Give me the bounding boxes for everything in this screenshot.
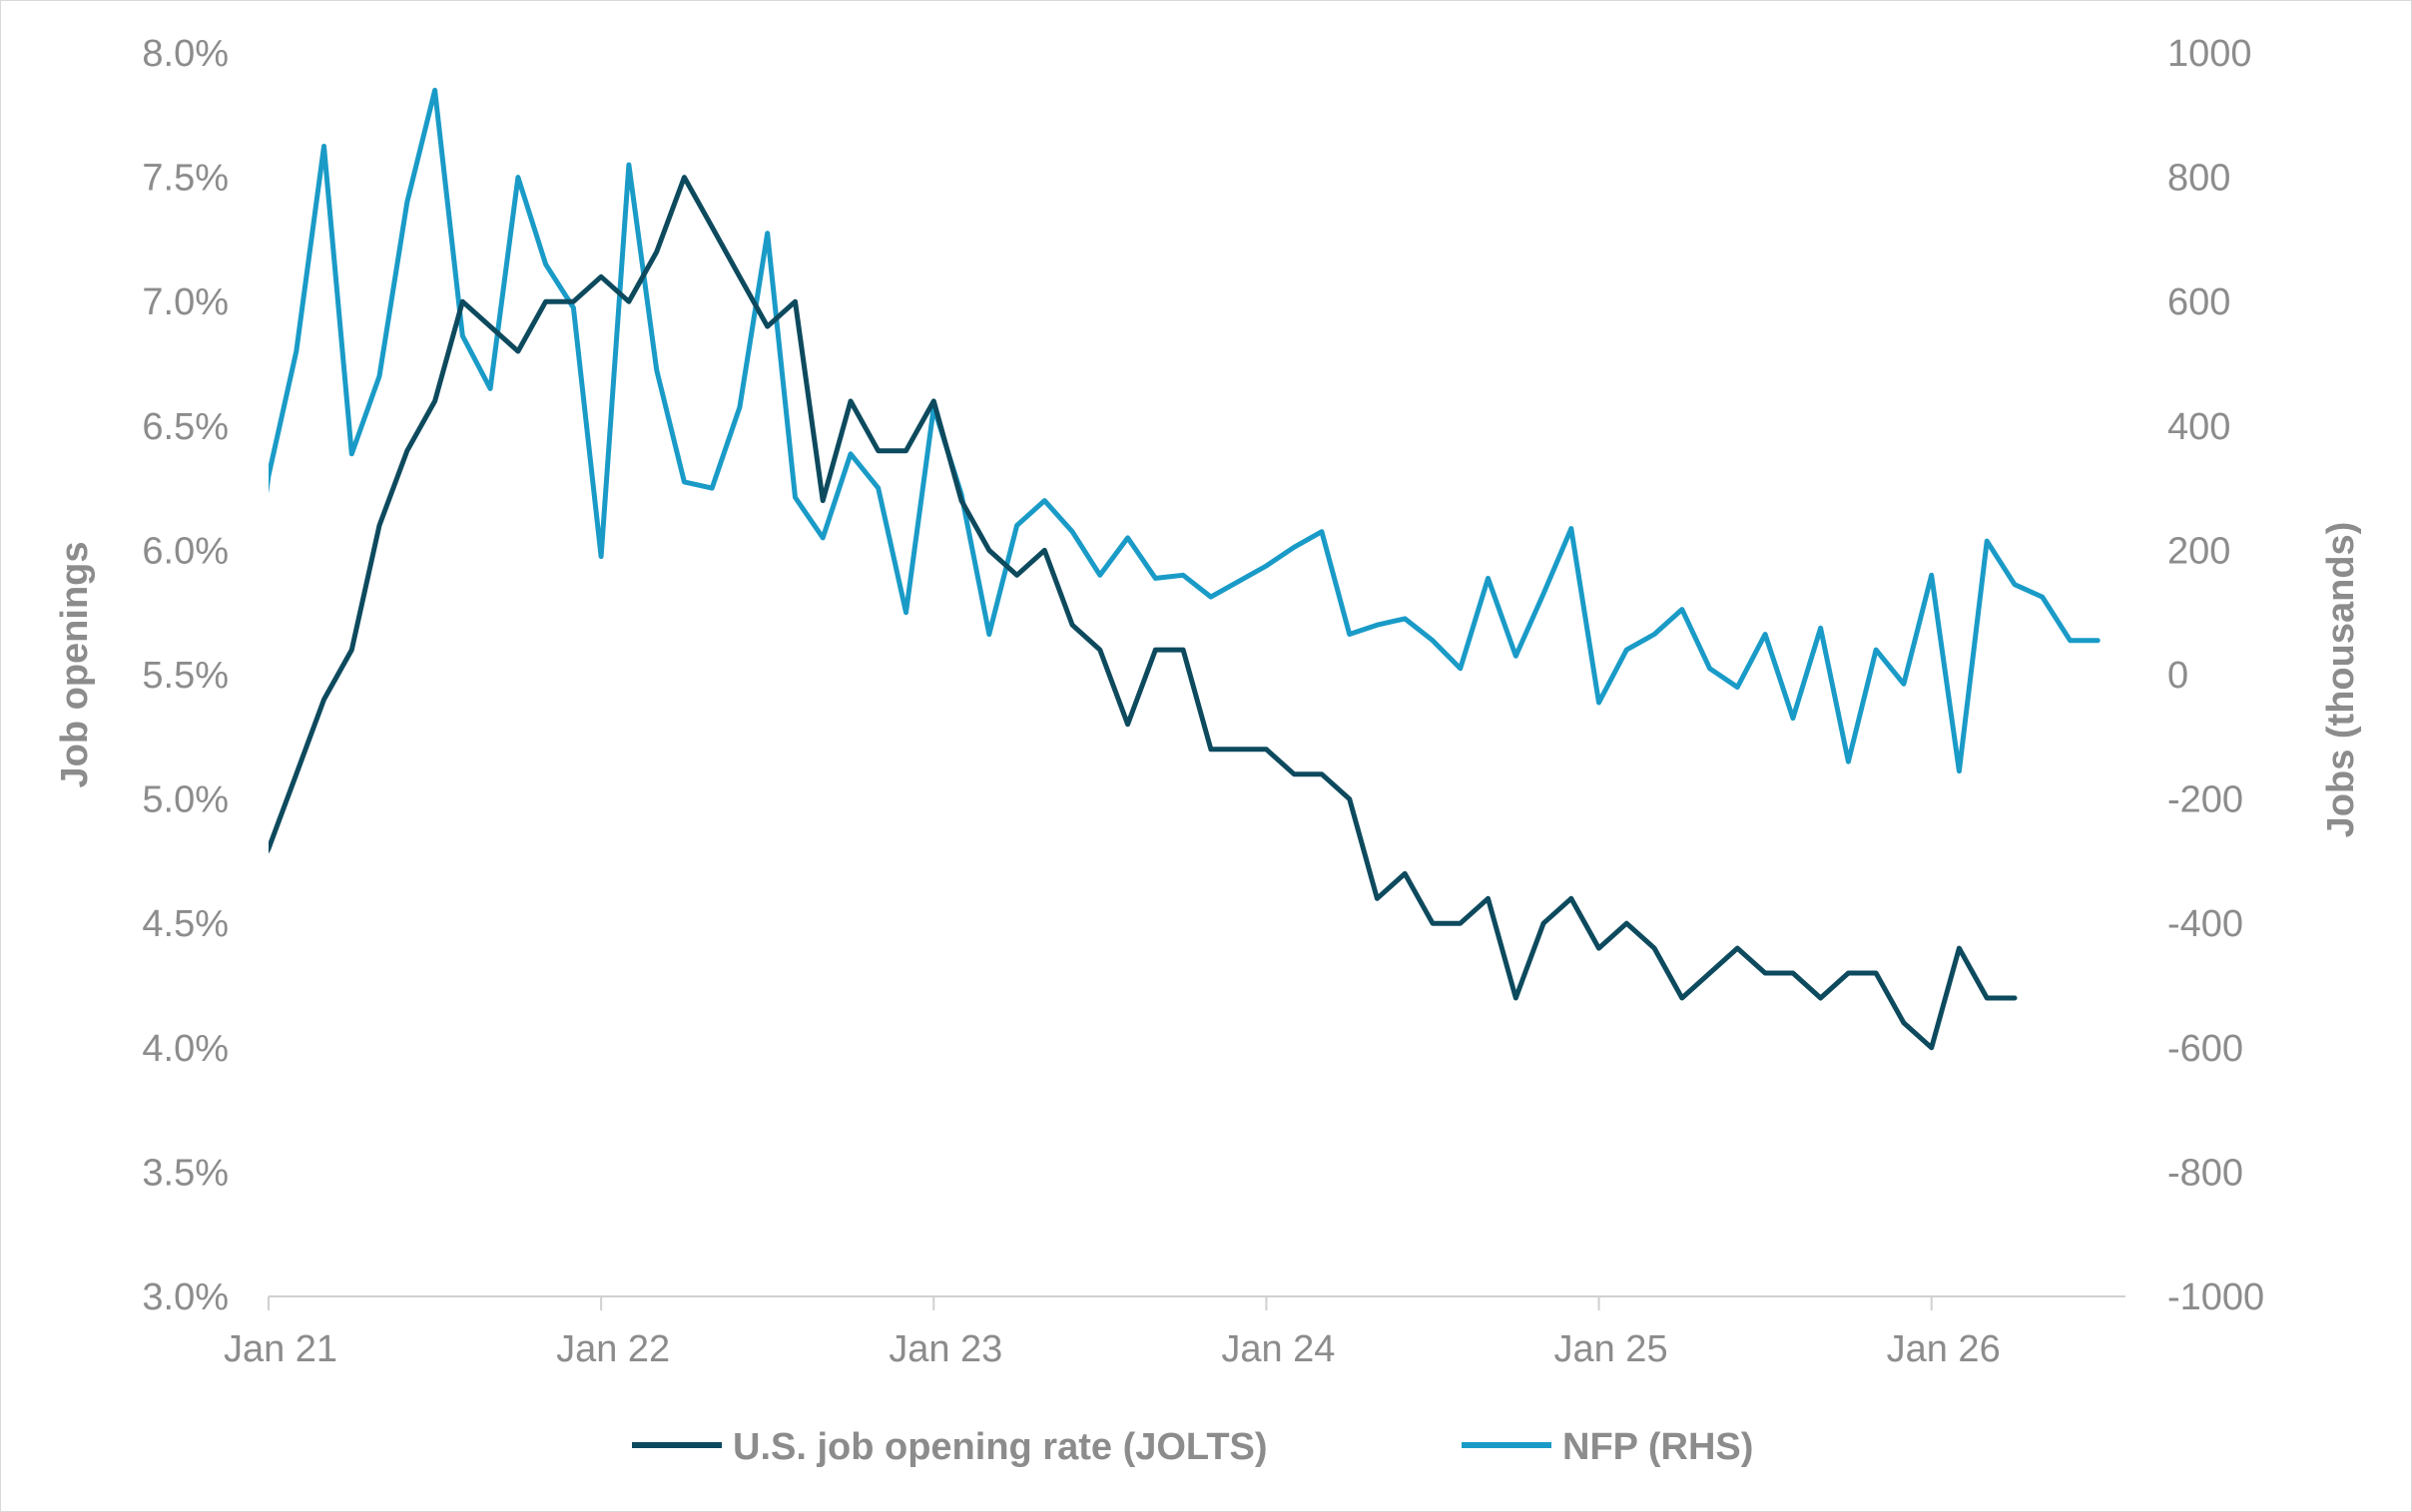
x-tick-label: Jan 26 [1887, 1328, 2001, 1370]
y-tick-label: 3.0% [142, 1276, 229, 1318]
y2-tick-label: -600 [2167, 1028, 2243, 1070]
legend-label: NFP (RHS) [1562, 1426, 1753, 1468]
legend: U.S. job opening rate (JOLTS) NFP (RHS) [632, 1426, 1753, 1468]
x-tick-label: Jan 21 [224, 1328, 337, 1370]
y2-tick-label: 0 [2167, 655, 2188, 697]
y2-tick-label: 600 [2167, 281, 2230, 323]
left-axis-ticks: 3.0% 3.5% 4.0% 4.5% 5.0% 5.5% 6.0% 6.5% 7.0% 7.5%… [142, 33, 229, 1318]
y-tick-label: 7.0% [142, 281, 229, 323]
y-tick-label: 6.5% [142, 406, 229, 448]
x-tick-label: Jan 23 [889, 1328, 1002, 1370]
y-tick-label: 4.5% [142, 903, 229, 945]
y2-axis-title: Jobs (thousands) [2320, 522, 2362, 838]
jolts-line [269, 175, 2018, 1051]
y2-tick-label: -1000 [2167, 1276, 2264, 1318]
y-tick-label: 3.5% [142, 1152, 229, 1194]
y-tick-label: 5.5% [142, 655, 229, 697]
y-tick-label: 8.0% [142, 33, 229, 75]
y2-tick-label: -200 [2167, 779, 2243, 821]
y-tick-label: 4.0% [142, 1028, 229, 1070]
y-tick-label: 5.0% [142, 779, 229, 821]
legend-label: U.S. job opening rate (JOLTS) [733, 1426, 1268, 1468]
y2-tick-label: 200 [2167, 530, 2230, 572]
x-tick-label: Jan 22 [556, 1328, 670, 1370]
y2-tick-label: 1000 [2167, 33, 2252, 75]
right-axis-ticks: -1000 -800 -600 -400 -200 0 200 400 600 800 1000 [2167, 33, 2264, 1318]
y-tick-label: 6.0% [142, 530, 229, 572]
y2-tick-label: 800 [2167, 158, 2230, 200]
y-axis-title: Job openings [54, 542, 96, 788]
x-tick-label: Jan 24 [1221, 1328, 1335, 1370]
x-tick-label: Jan 25 [1553, 1328, 1667, 1370]
y2-tick-label: -800 [2167, 1152, 2243, 1194]
y2-tick-label: 400 [2167, 406, 2230, 448]
nfp-line [269, 87, 2101, 774]
x-axis-ticks: Jan 21 Jan 22 Jan 23 Jan 24 Jan 25 Jan 26 [224, 1296, 2001, 1370]
y2-tick-label: -400 [2167, 903, 2243, 945]
series-layer [269, 87, 2101, 1051]
y-tick-label: 7.5% [142, 158, 229, 200]
